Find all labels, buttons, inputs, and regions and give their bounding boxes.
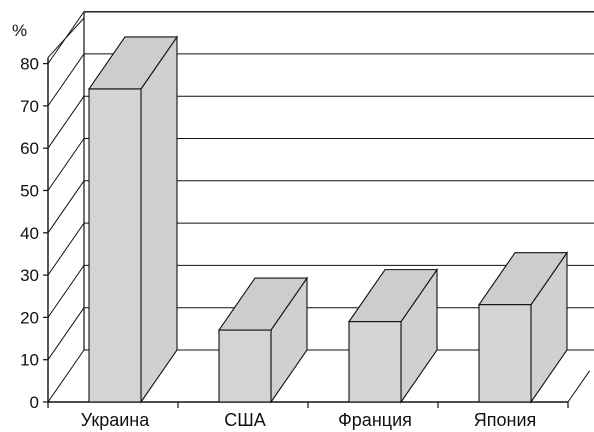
gridline-diagonal bbox=[47, 53, 85, 107]
gridline-diagonal bbox=[47, 265, 85, 318]
x-category-label: Украина bbox=[81, 410, 151, 430]
y-tick-label: 30 bbox=[20, 266, 39, 285]
gridline-diagonal bbox=[47, 180, 85, 234]
bar-front-face bbox=[478, 304, 532, 403]
floor-right-edge bbox=[567, 370, 591, 403]
gridline-diagonal bbox=[47, 349, 85, 403]
y-tick-label: 10 bbox=[20, 351, 39, 370]
gridline-diagonal bbox=[47, 307, 85, 360]
y-tick-label: 50 bbox=[20, 182, 39, 201]
bar-side-face bbox=[140, 35, 178, 404]
x-category-label: Япония bbox=[474, 410, 537, 430]
bars bbox=[87, 35, 569, 404]
y-tick-label: 20 bbox=[20, 308, 39, 327]
bar-front-face bbox=[88, 88, 142, 403]
bar bbox=[87, 35, 179, 404]
gridline-diagonal bbox=[47, 138, 85, 191]
gridline-diagonal bbox=[47, 95, 85, 149]
bar bbox=[347, 267, 439, 404]
bar bbox=[217, 276, 309, 404]
y-tick-label: 40 bbox=[20, 224, 39, 243]
y-unit-label: % bbox=[12, 21, 27, 40]
y-tick-label: 70 bbox=[20, 97, 39, 116]
y-tick-label: 60 bbox=[20, 139, 39, 158]
labels: % 0 10 20 30 40 50 60 70 80 Украина США Франция Япон… bbox=[12, 21, 536, 430]
y-tick-label: 80 bbox=[20, 55, 39, 74]
gridline-diagonal bbox=[47, 11, 85, 64]
bar-front-face bbox=[348, 321, 402, 403]
bar bbox=[477, 250, 569, 404]
bar-front-face bbox=[218, 329, 272, 403]
x-category-label: Франция bbox=[338, 410, 412, 430]
y-tick-label: 0 bbox=[30, 393, 39, 412]
gridline-diagonal bbox=[47, 222, 85, 276]
x-category-label: США bbox=[224, 410, 266, 430]
